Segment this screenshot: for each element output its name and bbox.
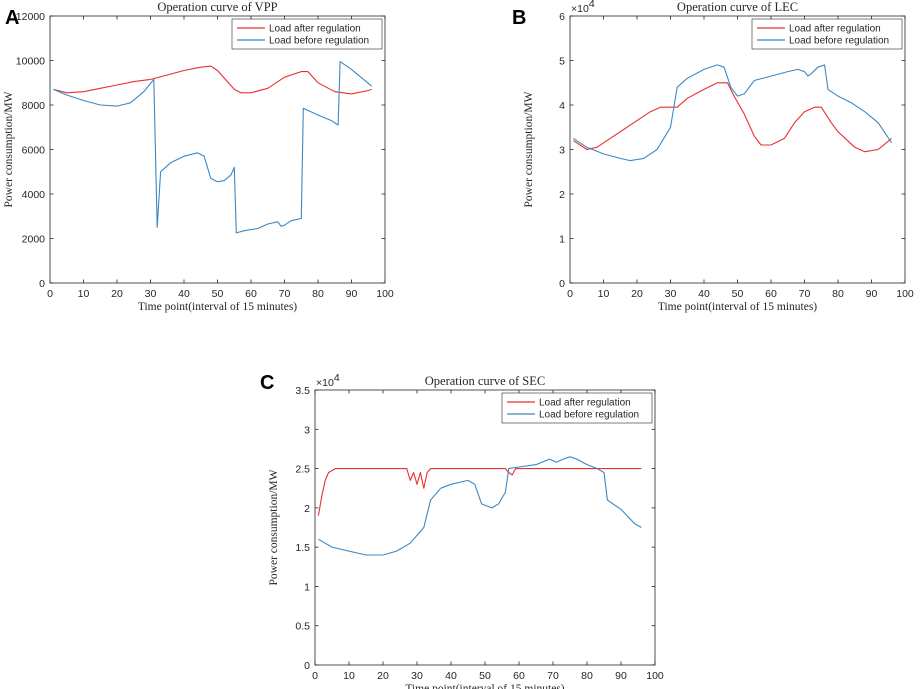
y-tick-label: 1.5 (295, 542, 310, 554)
y-tick-label: 5 (559, 56, 565, 68)
x-tick-label: 50 (732, 288, 744, 300)
series-line-after-regulation (317, 468, 642, 516)
y-tick-label: 6000 (22, 145, 46, 157)
panel-letter: A (5, 7, 19, 29)
chart-title: Operation curve of LEC (677, 0, 798, 14)
panel-letter: B (512, 7, 526, 29)
series-line-after-regulation (53, 65, 372, 95)
y-tick-label: 6 (559, 11, 565, 23)
legend-entry: Load after regulation (789, 24, 881, 35)
x-tick-label: 30 (665, 288, 677, 300)
chart-title: Operation curve of VPP (157, 0, 277, 14)
y-tick-label: 1 (559, 234, 565, 246)
chart-title: Operation curve of SEC (425, 374, 545, 388)
x-tick-label: 50 (479, 670, 491, 682)
x-tick-label: 30 (145, 288, 157, 300)
x-tick-label: 20 (111, 288, 123, 300)
x-tick-label: 90 (615, 670, 627, 682)
x-tick-label: 80 (312, 288, 324, 300)
x-tick-label: 20 (377, 670, 389, 682)
y-tick-label: 0 (39, 278, 45, 290)
y-tick-label: 2 (304, 503, 310, 515)
legend-box (751, 18, 903, 50)
x-tick-label: 40 (445, 670, 457, 682)
y-axis-exponent: ×104 (316, 372, 340, 389)
x-tick-label: 100 (646, 670, 664, 682)
x-tick-label: 40 (178, 288, 190, 300)
x-tick-label: 0 (312, 670, 318, 682)
x-tick-label: 60 (513, 670, 525, 682)
y-tick-label: 3 (559, 145, 565, 157)
legend-entry: Load after regulation (539, 398, 631, 409)
y-tick-label: 12000 (16, 11, 45, 23)
x-tick-label: 70 (547, 670, 559, 682)
x-tick-label: 10 (343, 670, 355, 682)
x-axis-label: Time point(interval of 15 minutes) (138, 301, 297, 313)
chart-panel-b: B 0 10 20 30 40 50 60 70 80 90 100 0 1 2 3 4 5 6 ×104 Operat… (512, 0, 914, 313)
legend-entry: Load before regulation (539, 410, 639, 421)
y-tick-label: 4 (559, 100, 565, 112)
x-tick-label: 70 (799, 288, 811, 300)
x-axis-label: Time point(interval of 15 minutes) (405, 683, 564, 689)
y-tick-label: 3.5 (295, 385, 310, 397)
y-tick-label: 3 (304, 424, 310, 436)
y-tick-label: 0 (304, 660, 310, 672)
y-tick-label: 1 (304, 581, 310, 593)
plot-area (569, 15, 906, 284)
x-axis-label: Time point(interval of 15 minutes) (658, 301, 817, 313)
y-axis-label: Power consumption/MW (268, 469, 280, 585)
y-axis-exponent: ×104 (571, 0, 595, 15)
series-line-before-regulation (318, 456, 642, 556)
x-tick-label: 60 (245, 288, 257, 300)
x-tick-label: 10 (598, 288, 610, 300)
x-tick-label: 30 (411, 670, 423, 682)
y-axis-label: Power consumption/MW (523, 91, 535, 207)
x-tick-label: 20 (631, 288, 643, 300)
y-tick-label: 0 (559, 278, 565, 290)
legend-entry: Load before regulation (269, 36, 369, 47)
x-tick-label: 0 (567, 288, 573, 300)
series-line-before-regulation (53, 61, 372, 234)
chart-panel-a: A 0 10 20 30 40 50 60 70 80 90 100 0 2000 4000 6000 8000… (3, 0, 394, 313)
y-tick-label: 2.5 (295, 464, 310, 476)
x-tick-label: 100 (376, 288, 394, 300)
x-tick-label: 70 (279, 288, 291, 300)
x-tick-label: 10 (78, 288, 90, 300)
x-tick-label: 60 (765, 288, 777, 300)
panel-letter: C (260, 372, 274, 394)
legend-entry: Load after regulation (269, 24, 361, 35)
y-tick-label: 2000 (22, 234, 46, 246)
x-tick-label: 80 (832, 288, 844, 300)
plot-area (314, 389, 656, 666)
y-tick-label: 8000 (22, 100, 46, 112)
series-line-after-regulation (573, 82, 892, 153)
series-line-before-regulation (573, 64, 893, 162)
x-tick-label: 90 (866, 288, 878, 300)
x-tick-label: 40 (698, 288, 710, 300)
y-tick-label: 10000 (16, 56, 45, 68)
chart-panel-c: C 0 10 20 30 40 50 60 70 80 90 100 0 0.5 1 1.5 2 2.5 3 3.5 ×… (260, 372, 664, 689)
legend-entry: Load before regulation (789, 36, 889, 47)
x-tick-label: 0 (47, 288, 53, 300)
x-tick-label: 50 (212, 288, 224, 300)
y-tick-label: 4000 (22, 189, 46, 201)
y-axis-label: Power consumption/MW (3, 91, 15, 207)
x-tick-label: 80 (581, 670, 593, 682)
legend-box (231, 18, 383, 50)
y-tick-label: 0.5 (295, 621, 310, 633)
plot-area (49, 15, 386, 284)
y-tick-label: 2 (559, 189, 565, 201)
x-tick-label: 90 (346, 288, 358, 300)
legend-box (501, 392, 653, 424)
x-tick-label: 100 (896, 288, 914, 300)
